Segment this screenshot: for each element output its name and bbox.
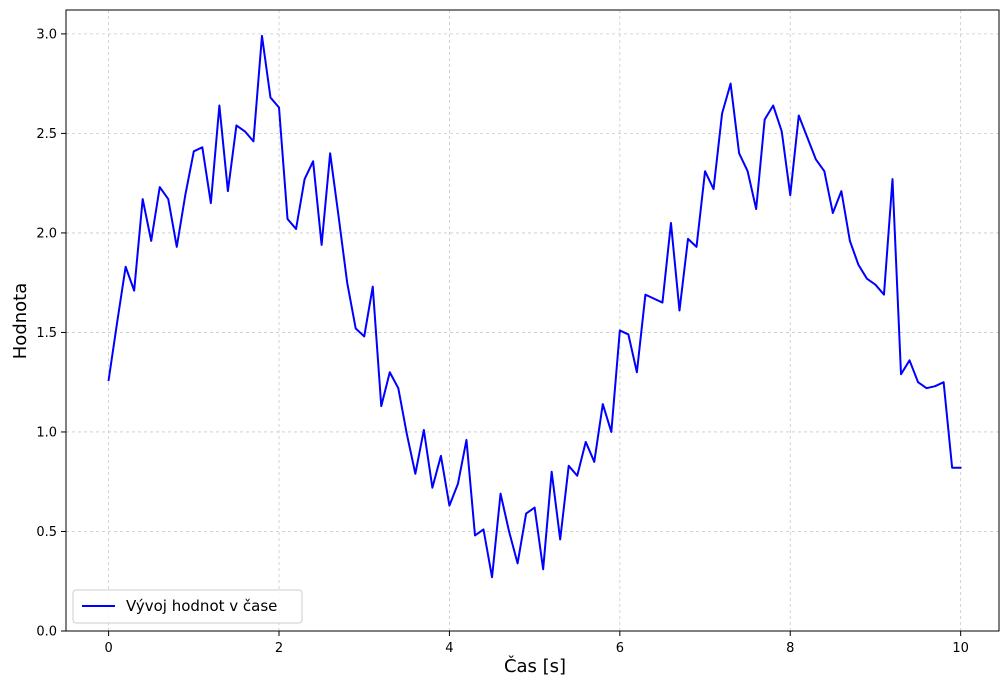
- y-tick-label: 0.0: [36, 625, 57, 640]
- series-line: [107, 34, 962, 579]
- y-tick-label: 1.0: [36, 425, 57, 440]
- plot-frame: [65, 9, 1000, 632]
- y-tick-label: 2.0: [36, 226, 57, 241]
- legend-box: [72, 589, 303, 624]
- x-tick-label: 2: [275, 641, 283, 656]
- y-axis-label: Hodnota: [10, 283, 31, 359]
- series-layer: [107, 34, 962, 579]
- x-tick-label: 6: [616, 641, 624, 656]
- x-axis: 0 2 4 6 8 10: [104, 631, 969, 656]
- legend-label: Vývoj hodnot v čase: [126, 597, 277, 615]
- y-tick-label: 2.5: [36, 127, 57, 142]
- y-tick-label: 0.5: [36, 525, 57, 540]
- x-tick-label: 4: [445, 641, 453, 656]
- grid: [66, 10, 999, 632]
- y-axis: 0.0 0.5 1.0 1.5 2.0 2.5 3.0: [36, 27, 66, 640]
- x-tick-label: 0: [104, 641, 112, 656]
- legend: Vývoj hodnot v čase: [72, 589, 303, 624]
- x-tick-label: 10: [952, 641, 969, 656]
- x-tick-label: 8: [786, 641, 794, 656]
- y-tick-label: 3.0: [36, 27, 57, 42]
- y-tick-label: 1.5: [36, 326, 57, 341]
- x-axis-label: Čas [s]: [504, 655, 566, 677]
